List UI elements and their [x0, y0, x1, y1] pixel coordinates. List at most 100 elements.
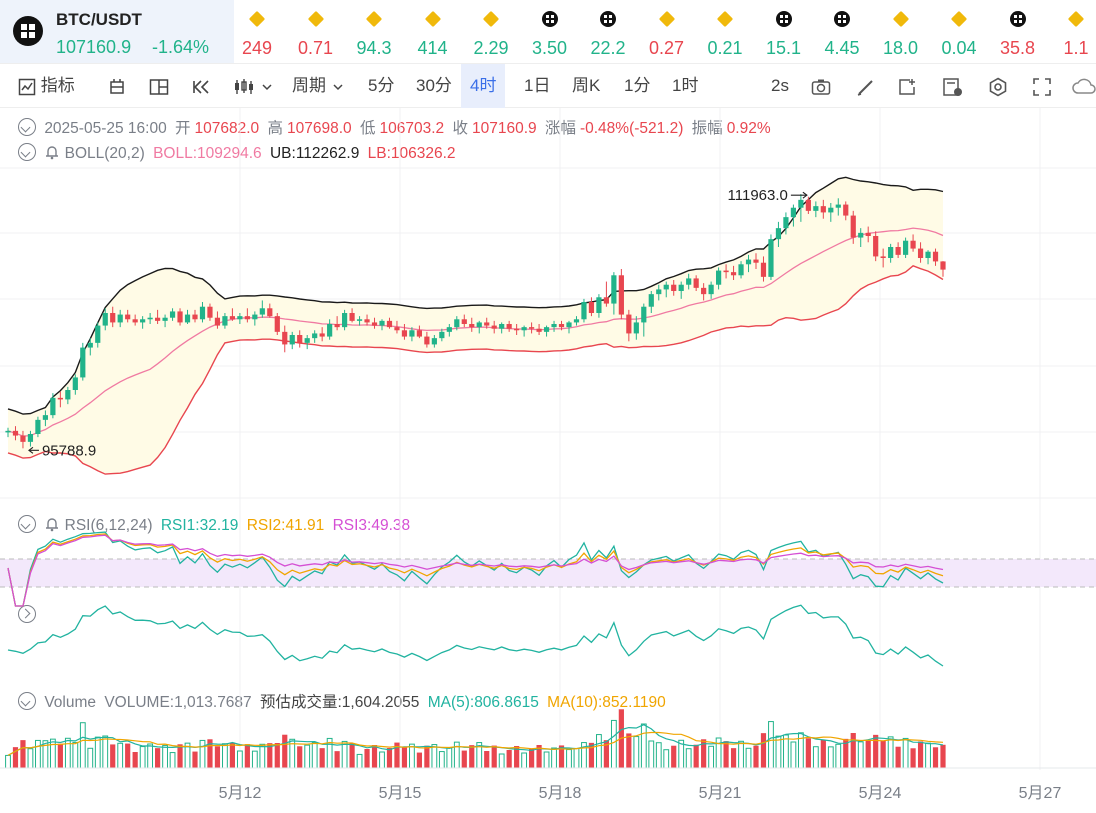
candle-body — [813, 206, 819, 211]
collapse-chevron-icon[interactable] — [18, 692, 36, 710]
okx-icon — [1009, 11, 1026, 27]
candle-body — [20, 435, 26, 442]
layout-button[interactable] — [149, 64, 169, 108]
interval-tab-0[interactable]: 5分 — [368, 76, 395, 95]
ticker-item[interactable]: 18.0 — [871, 0, 931, 63]
candle-body — [588, 302, 595, 313]
candle-body — [484, 322, 490, 326]
replay-button[interactable] — [192, 64, 212, 108]
candle-body — [558, 324, 565, 328]
candle-body — [708, 284, 714, 295]
boll-band-fill — [8, 177, 943, 475]
volume-bar — [566, 749, 572, 769]
ticker-item[interactable]: 0.21 — [695, 0, 755, 63]
ticker-item[interactable]: 0.04 — [929, 0, 989, 63]
collapse-chevron-icon[interactable] — [18, 118, 36, 136]
ticker-item[interactable]: 94.3 — [344, 0, 404, 63]
volume-bar — [633, 736, 640, 769]
ticker-item[interactable]: 2.29 — [461, 0, 521, 63]
rsi-band — [0, 559, 1096, 587]
bell-icon[interactable] — [44, 144, 60, 160]
chart-type-button[interactable] — [108, 64, 126, 108]
volume-bar — [214, 746, 221, 768]
ticker-item[interactable]: 3.50 — [520, 0, 580, 63]
active-ticker[interactable]: BTC/USDT 107160.9 -1.64% — [0, 0, 234, 63]
ticker-item[interactable]: 35.8 — [988, 0, 1048, 63]
candle-body — [312, 333, 318, 339]
interval-tab-1[interactable]: 30分 — [416, 76, 452, 95]
candle-body — [678, 284, 684, 291]
amplitude-value: 0.92% — [726, 120, 771, 137]
period-dropdown[interactable]: 周期 — [292, 64, 345, 108]
volume-bar — [536, 745, 542, 768]
volume-bar — [431, 744, 438, 769]
candle-style-icon — [235, 78, 272, 94]
ticker-item[interactable]: 249 — [227, 0, 287, 63]
volume-bar — [835, 743, 842, 769]
candle-body — [760, 262, 767, 277]
volume-bar — [514, 746, 520, 768]
ticker-item[interactable]: 15.1 — [754, 0, 814, 63]
draw-button[interactable] — [856, 64, 876, 108]
ticker-item[interactable]: 0.27 — [637, 0, 697, 63]
expand-icon — [1033, 77, 1051, 96]
candle-datetime: 2025-05-25 16:00 — [44, 120, 167, 137]
volume-bar — [379, 751, 385, 769]
candle-body — [5, 430, 11, 433]
volume-bar — [723, 741, 729, 768]
calculator-button[interactable] — [942, 64, 964, 108]
ticker-item[interactable]: 22.2 — [578, 0, 638, 63]
fullscreen-button[interactable] — [1032, 64, 1052, 108]
ticker-value: 94.3 — [356, 38, 392, 58]
ticker-value: 0.71 — [297, 38, 334, 58]
ticker-item[interactable]: 414 — [403, 0, 463, 63]
candle-style-dropdown[interactable] — [233, 64, 273, 108]
ticker-value: 249 — [241, 38, 273, 58]
ticker-item[interactable]: 1.1 — [1046, 0, 1096, 63]
estimated-volume: 预估成交量:1,604.2055 — [259, 694, 420, 711]
ticker-item[interactable]: 0.71 — [286, 0, 346, 63]
interval-tab-2[interactable]: 4时 — [461, 64, 506, 108]
candle-body — [895, 247, 901, 255]
candle-body — [252, 314, 258, 320]
bell-icon[interactable] — [44, 516, 60, 532]
add-drawing-button[interactable] — [898, 64, 918, 108]
volume-bar — [895, 746, 901, 768]
candle-body — [835, 204, 841, 208]
settings-button[interactable] — [988, 64, 1008, 108]
refresh-rate[interactable]: 2s — [771, 76, 789, 95]
interval-tab-5[interactable]: 1分 — [624, 76, 651, 95]
ticker-value: 0.27 — [648, 38, 685, 58]
indicators-button[interactable]: 指标 — [18, 64, 75, 108]
screenshot-button[interactable] — [811, 64, 831, 108]
candle-body — [820, 206, 826, 213]
extra-indicator-toggle — [18, 605, 40, 625]
volume-bar — [610, 719, 617, 769]
open-label: 开 — [175, 120, 191, 137]
expand-chevron-icon[interactable] — [18, 605, 36, 623]
candle-body — [162, 317, 168, 321]
candle-body — [214, 317, 221, 326]
volume-bar — [438, 751, 445, 769]
ticker-item[interactable]: 4.45 — [812, 0, 872, 63]
candle-body — [529, 327, 535, 329]
okx-icon — [541, 11, 558, 27]
volume-bar — [416, 752, 422, 768]
candle-body — [80, 347, 86, 378]
collapse-chevron-icon[interactable] — [18, 143, 36, 161]
volume-bar — [708, 745, 715, 769]
volume-bar — [177, 744, 183, 768]
interval-tab-3[interactable]: 1日 — [524, 76, 551, 95]
candle-body — [925, 251, 931, 258]
volume-bar — [236, 750, 243, 769]
candle-body — [140, 319, 146, 323]
collapse-chevron-icon[interactable] — [18, 515, 36, 533]
volume-bar — [341, 740, 348, 769]
interval-tab-6[interactable]: 1时 — [672, 76, 699, 95]
volume-bar — [27, 748, 34, 769]
ticker-value: 4.45 — [824, 38, 860, 58]
interval-tab-4[interactable]: 周K — [572, 76, 601, 95]
rsi1-value: RSI1:32.19 — [160, 517, 239, 534]
cloud-button[interactable] — [1072, 64, 1096, 108]
